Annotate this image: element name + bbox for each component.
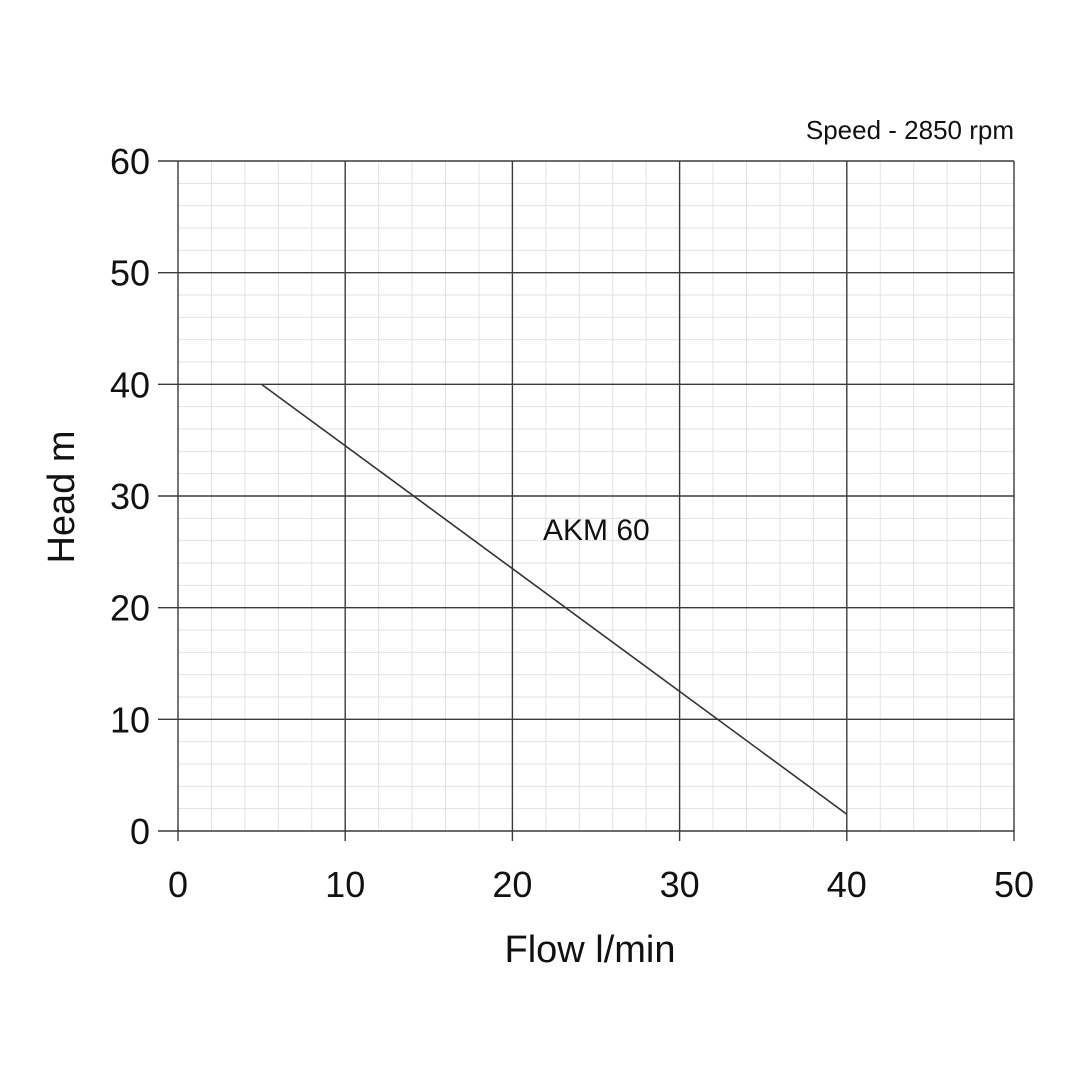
y-tick-label: 50: [110, 253, 150, 294]
y-tick-label: 60: [110, 141, 150, 182]
y-tick-label: 0: [130, 811, 150, 852]
x-tick-label: 40: [827, 864, 867, 905]
x-tick-label: 20: [492, 864, 532, 905]
x-tick-label: 50: [994, 864, 1034, 905]
series-label-akm-60: AKM 60: [543, 514, 650, 547]
y-tick-label: 20: [110, 588, 150, 629]
major-grid: [158, 160, 1015, 841]
x-axis-ticks: 0 10 20 30 40 50: [168, 864, 1034, 905]
x-tick-label: 10: [325, 864, 365, 905]
x-tick-label: 0: [168, 864, 188, 905]
series-line-akm-60: [261, 383, 848, 815]
x-tick-label: 30: [660, 864, 700, 905]
speed-note: Speed - 2850 rpm: [806, 115, 1014, 145]
y-tick-label: 40: [110, 364, 150, 405]
x-axis-title: Flow l/min: [504, 929, 675, 971]
y-tick-label: 30: [110, 476, 150, 517]
y-axis-ticks: 0 10 20 30 40 50 60: [110, 141, 150, 852]
y-axis-title: Head m: [41, 430, 83, 563]
series-layer: [261, 383, 848, 815]
y-tick-label: 10: [110, 699, 150, 740]
